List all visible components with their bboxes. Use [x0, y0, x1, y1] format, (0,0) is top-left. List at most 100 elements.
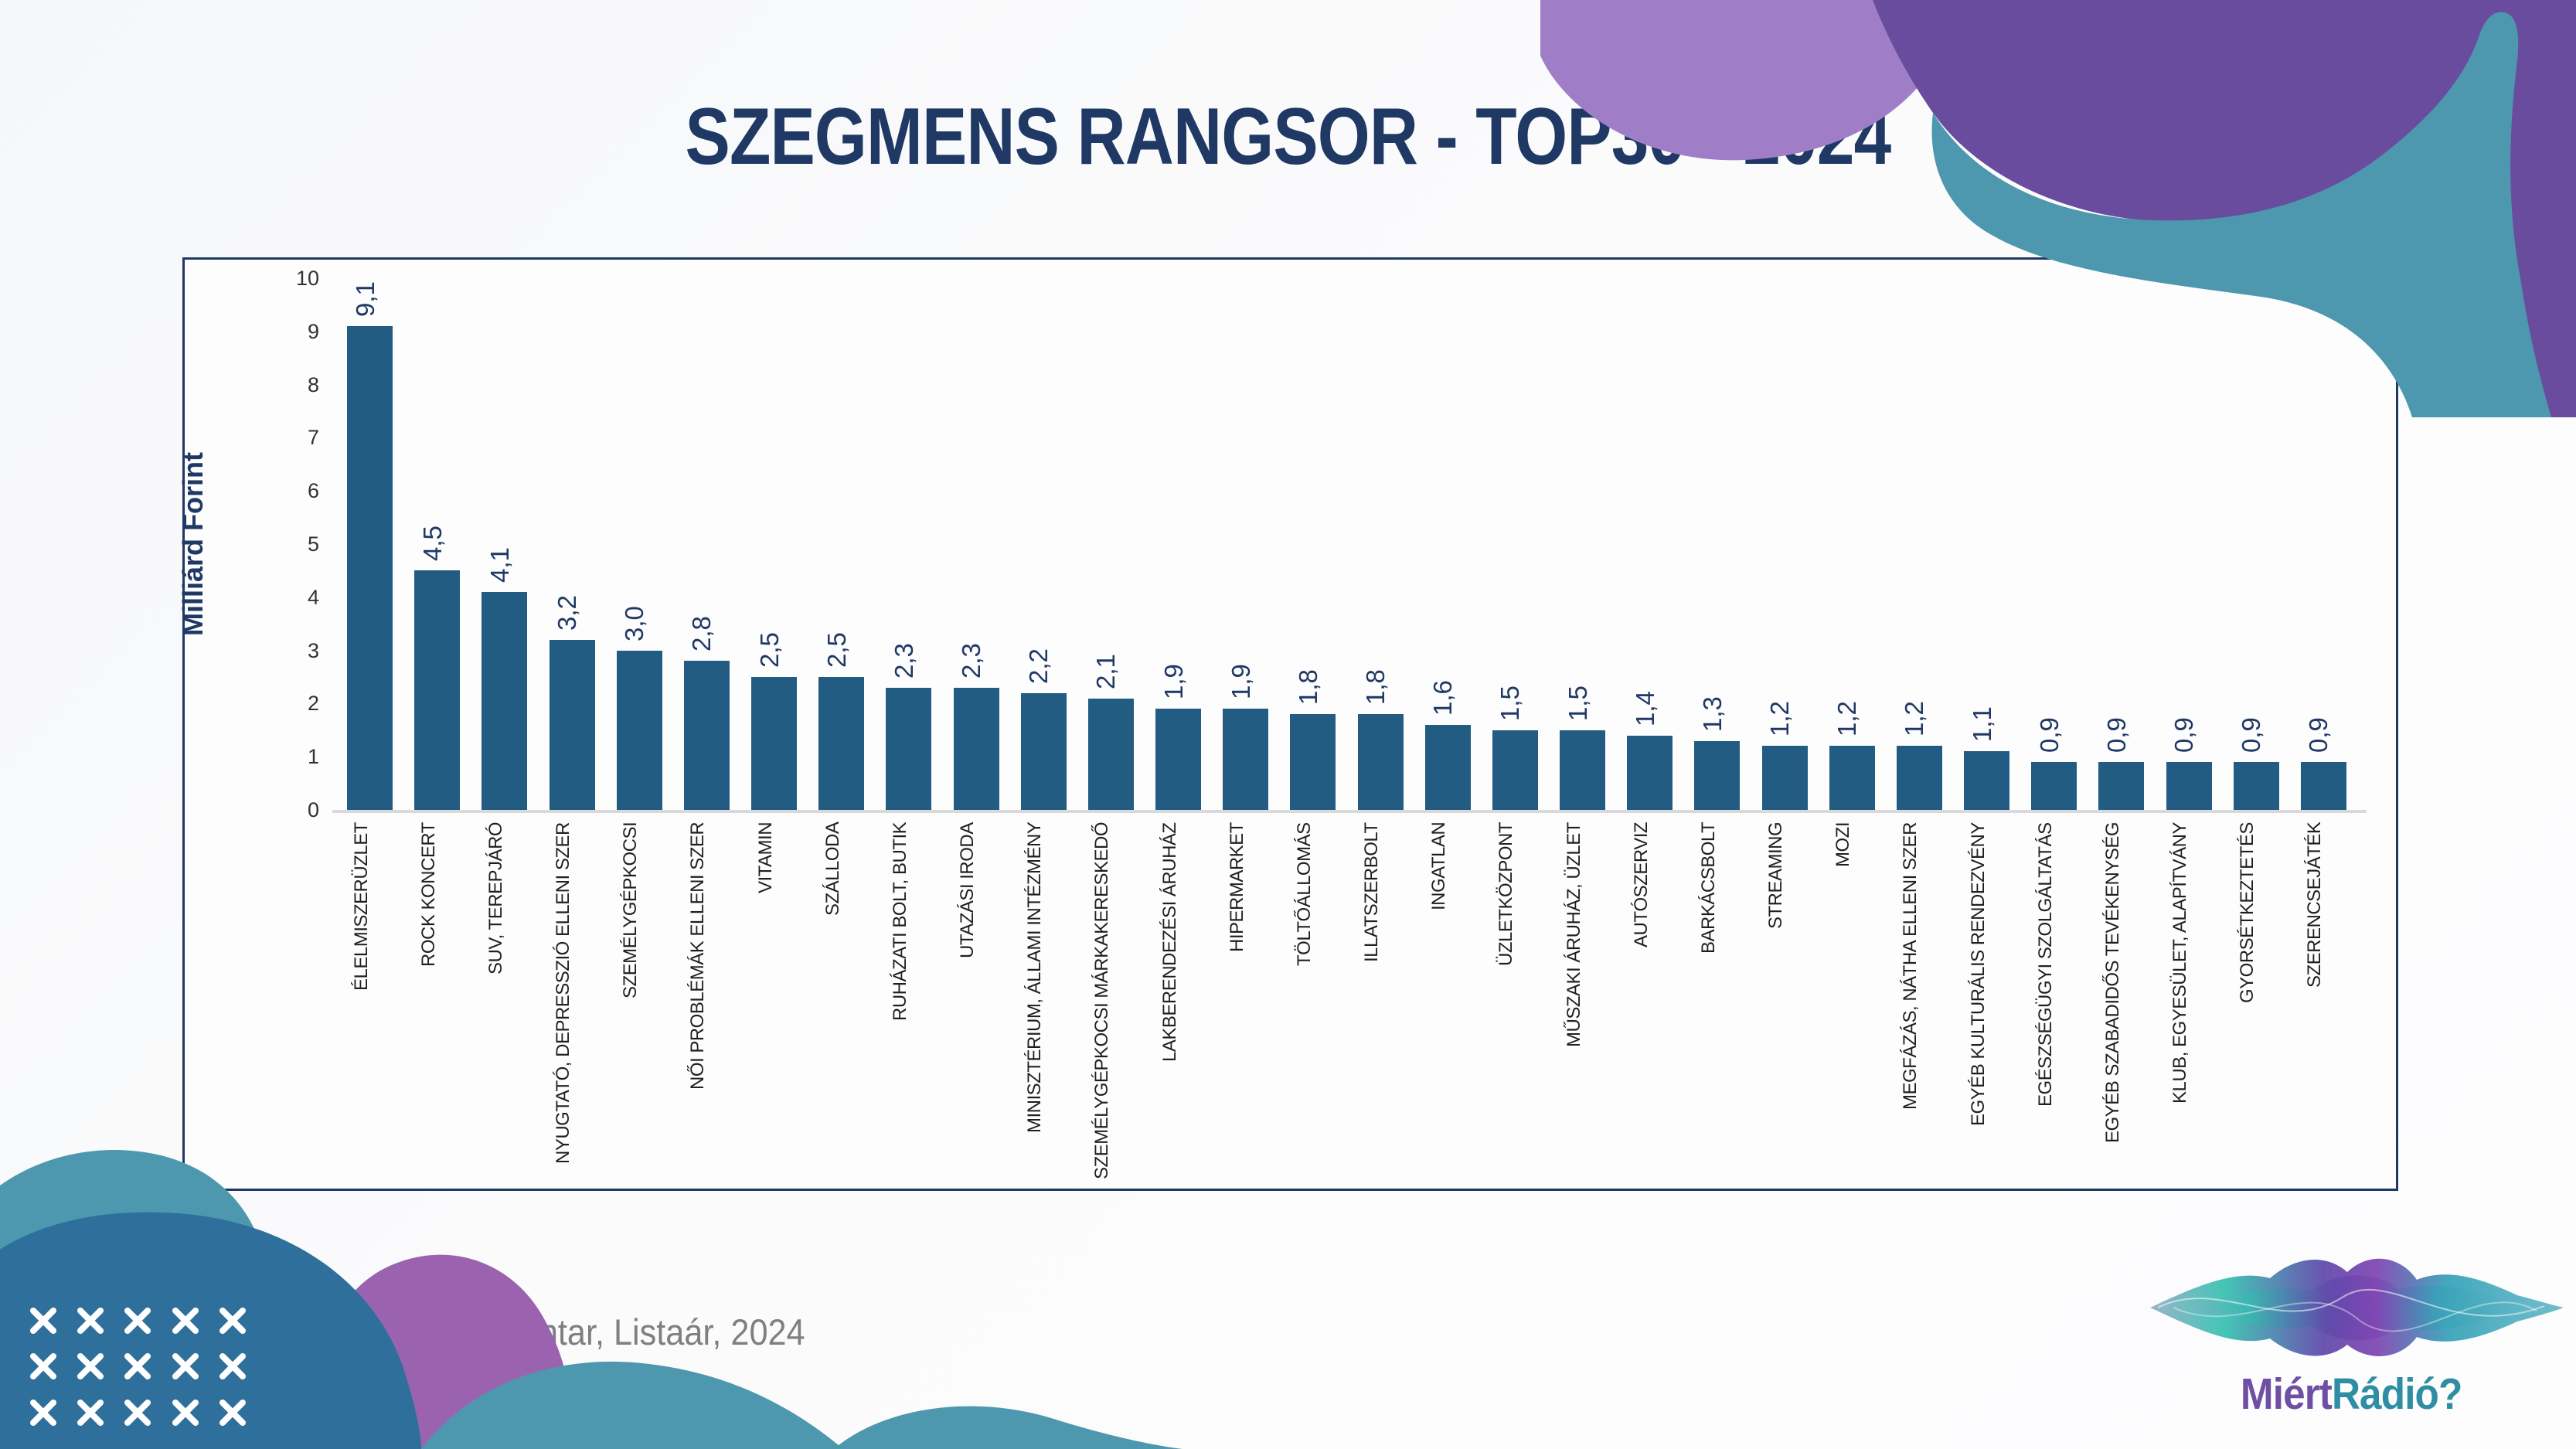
x-mark-icon: [30, 1400, 56, 1426]
bar-category-label: MOZI: [1832, 822, 1854, 867]
bar-value-label: 9,1: [350, 281, 379, 317]
bar-value-label: 0,9: [2101, 717, 2131, 753]
page-title: SZEGMENS RANGSOR - TOP30 - 2024: [0, 91, 2576, 183]
x-mark-icon: [77, 1308, 104, 1334]
bar-value-label: 4,1: [485, 547, 514, 583]
bar-category-label: MINISZTÉRIUM, ÁLLAMI INTÉZMÉNY: [1024, 822, 1046, 1134]
teal-bottom-wave: [421, 1361, 1183, 1449]
bar-value-label: 4,5: [417, 526, 447, 562]
bar-category-label: NŐI PROBLÉMÁK ELLENI SZER: [687, 822, 709, 1090]
bar-category-label: KLUB, EGYESÜLET, ALAPÍTVÁNY: [2169, 822, 2191, 1104]
bar-value-label: 1,9: [1159, 664, 1188, 700]
x-mark-icon: [219, 1353, 246, 1379]
bar: [1020, 692, 1067, 810]
y-axis-tick-label: 6: [307, 479, 319, 503]
steel-blue-blob: [0, 1212, 421, 1449]
bar-value-label: 1,2: [1900, 701, 1929, 737]
logo-text-miert: Miért: [2240, 1369, 2333, 1419]
bar: [549, 639, 595, 810]
bar-value-label: 3,0: [620, 605, 649, 641]
bar: [1223, 709, 1269, 810]
bar-value-label: 1,5: [1496, 685, 1525, 721]
bar: [2031, 762, 2077, 810]
bar-value-label: 0,9: [2304, 717, 2333, 753]
bar-value-label: 1,9: [1226, 664, 1255, 700]
y-axis-tick-label: 5: [307, 532, 319, 556]
bar-value-label: 1,3: [1697, 696, 1727, 732]
x-mark-icon: [219, 1400, 246, 1426]
bar-category-label: STREAMING: [1765, 822, 1787, 930]
bar-category-label: ILLATSZERBOLT: [1361, 822, 1383, 962]
bar: [818, 677, 865, 810]
bar-value-label: 1,4: [1630, 690, 1659, 726]
x-mark-icon: [172, 1400, 199, 1426]
bar-value-label: 2,8: [687, 616, 716, 652]
bar-category-label: ÉLELMISZERÜZLET: [350, 822, 372, 991]
bar-category-label: SZEMÉLYGÉPKOCSI MÁRKAKERESKEDŐ: [1091, 822, 1113, 1180]
bar: [2166, 762, 2212, 810]
bar-value-label: 0,9: [2034, 717, 2064, 753]
bar-category-label: ROCK KONCERT: [417, 822, 439, 967]
bar: [1896, 746, 1942, 810]
bar-value-label: 1,6: [1428, 680, 1458, 716]
soundwave-logo-icon: [2135, 1258, 2567, 1356]
page-title-text: SZEGMENS RANGSOR - TOP30 - 2024: [685, 92, 1892, 182]
bar: [1492, 730, 1538, 810]
bar-category-label: VITAMIN: [754, 822, 776, 894]
x-axis-line: [332, 810, 2367, 813]
x-mark-icon: [77, 1400, 104, 1426]
bar-category-label: MŰSZAKI ÁRUHÁZ, ÜZLET: [1563, 822, 1584, 1047]
bar: [414, 570, 461, 810]
bar: [1761, 746, 1808, 810]
y-axis-tick-label: 0: [307, 798, 319, 821]
bar-category-label: BARKÁCSBOLT: [1697, 822, 1719, 954]
bar: [683, 661, 730, 810]
bar-category-label: SUV, TEREPJÁRÓ: [485, 822, 506, 975]
bar-value-label: 2,1: [1091, 653, 1121, 689]
bar-category-label: SZÁLLODA: [822, 822, 843, 917]
bar-category-label: EGÉSZSÉGÜGYI SZOLGÁLTATÁS: [2034, 822, 2056, 1107]
x-mark-icon: [172, 1308, 199, 1334]
y-axis-tick-label: 9: [307, 319, 319, 343]
bar-value-label: 1,8: [1361, 669, 1390, 706]
bar-value-label: 2,2: [1024, 648, 1053, 684]
bar-value-label: 0,9: [2237, 717, 2266, 753]
bar-category-label: RUHÁZATI BOLT, BUTIK: [889, 822, 910, 1022]
bar-value-label: 1,8: [1293, 669, 1322, 706]
bar-value-label: 1,1: [1967, 706, 1996, 743]
y-axis-tick-label: 4: [307, 585, 319, 609]
bar: [1290, 714, 1336, 810]
bar: [1964, 751, 2010, 810]
bar-category-label: ÜZLETKÖZPONT: [1496, 822, 1517, 967]
x-mark-icon: [30, 1308, 56, 1334]
bar-value-label: 1,2: [1832, 701, 1862, 737]
bar: [886, 687, 932, 810]
bar: [347, 325, 393, 810]
bar-category-label: MEGFÁZÁS, NÁTHA ELLENI SZER: [1900, 822, 1921, 1110]
source-note: Forrás: Kantar, Listaár, 2024: [383, 1311, 805, 1352]
y-axis-tick-label: 7: [307, 426, 319, 450]
bar: [1155, 709, 1202, 810]
y-axis-tick-label: 1: [307, 745, 319, 769]
bar-category-label: SZERENCSEJÁTÉK: [2304, 822, 2326, 988]
bar: [751, 677, 798, 810]
bar-category-label: UTAZÁSI IRODA: [957, 822, 978, 958]
logo-text-radio: Rádió?: [2331, 1369, 2462, 1419]
bar-category-label: AUTÓSZERVIZ: [1630, 822, 1652, 948]
bar: [2098, 762, 2145, 810]
bar-category-label: NYUGTATÓ, DEPRESSZIÓ ELLENI SZER: [553, 822, 573, 1164]
x-mark-icon: [219, 1308, 246, 1334]
bar: [482, 591, 528, 810]
logo-text: MiértRádió?: [2241, 1369, 2462, 1420]
x-mark-icon: [124, 1400, 151, 1426]
radio-logo: MiértRádió?: [2119, 1246, 2576, 1420]
bar: [1627, 735, 1673, 810]
bar-category-label: GYORSÉTKEZTETÉS: [2237, 822, 2258, 1003]
bar-category-label: EGYÉB SZABADIDŐS TEVÉKENYSÉG: [2101, 822, 2123, 1144]
bar: [2233, 762, 2279, 810]
bar-value-label: 2,3: [957, 642, 986, 679]
bar: [1560, 730, 1606, 810]
bar: [953, 687, 999, 810]
x-mark-icon: [124, 1353, 151, 1379]
